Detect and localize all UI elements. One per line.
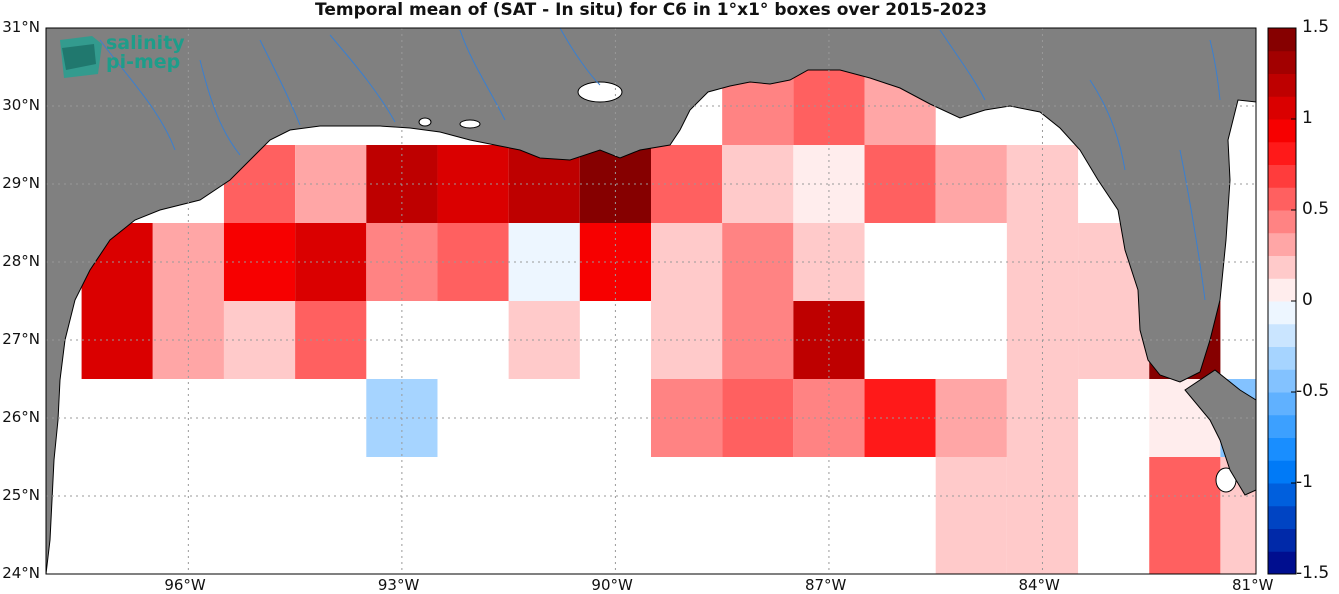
latitude-label: 25°N — [2, 486, 40, 504]
heatmap-cell — [722, 379, 794, 457]
colorbar-segment — [1268, 119, 1296, 143]
heatmap-cell — [722, 301, 794, 379]
longitude-label: 90°W — [591, 576, 633, 594]
colorbar — [1268, 27, 1296, 575]
latitude-label: 29°N — [2, 174, 40, 192]
colorbar-tick-label: -0.5 — [1296, 381, 1330, 401]
longitude-label: 81°W — [1232, 576, 1274, 594]
heatmap-cell — [1006, 535, 1079, 574]
heatmap-cell — [722, 223, 794, 301]
colorbar-segment — [1268, 505, 1296, 529]
colorbar-segment — [1268, 278, 1296, 302]
latitude-label: 30°N — [2, 96, 40, 114]
colorbar-segment — [1268, 73, 1296, 97]
logo-text: salinity pi-mep — [106, 34, 185, 72]
longitude-label: 87°W — [804, 576, 847, 594]
lake-pontchartrain — [577, 81, 623, 103]
heatmap-cell — [223, 301, 296, 379]
heatmap-cell — [651, 223, 723, 301]
heatmap-cell — [651, 379, 723, 457]
map-title: Temporal mean of (SAT - In situ) for C6 … — [315, 0, 987, 20]
rivers — [99, 27, 1221, 301]
colorbar-tick-label: 1.5 — [1302, 17, 1330, 37]
colorbar-tick-label: 0 — [1302, 290, 1313, 310]
heatmap-cell — [295, 145, 367, 223]
colorbar-segment — [1268, 164, 1296, 188]
heatmap-cell — [1149, 457, 1221, 535]
latitude-label: 31°N — [2, 18, 40, 36]
longitude-label: 93°W — [377, 576, 420, 594]
colorbar-segment — [1268, 232, 1296, 256]
heatmap-cell — [651, 301, 723, 379]
colorbar-segment — [1268, 414, 1296, 438]
colorbar-segment — [1268, 528, 1296, 552]
colorbar-tick-label: -1 — [1296, 472, 1313, 492]
colorbar-segment — [1268, 483, 1296, 507]
colorbar-segment — [1268, 301, 1296, 325]
colorbar-frame — [1267, 27, 1297, 575]
colorbar-segment — [1268, 28, 1296, 52]
colorbar-segment — [1268, 210, 1296, 234]
latitude-label: 28°N — [2, 252, 40, 270]
heatmap-cell — [935, 535, 1007, 574]
land-south-florida — [1184, 369, 1257, 496]
colorbar-tick-label: 0.5 — [1302, 199, 1330, 219]
map-frame — [45, 27, 1257, 575]
heatmap-cell — [1220, 535, 1256, 574]
colorbar-tick-label: -1.5 — [1296, 563, 1330, 583]
land-north-coast — [45, 27, 1257, 575]
colorbar-tick-label: 1 — [1302, 108, 1313, 128]
longitude-label: 84°W — [1018, 576, 1060, 594]
colorbar-segment — [1268, 187, 1296, 211]
colorbar-segment — [1268, 50, 1296, 74]
colorbar-segment — [1268, 460, 1296, 484]
heatmap-cell — [223, 223, 296, 301]
colorbar-segment — [1268, 346, 1296, 370]
lake-small-2 — [418, 117, 432, 127]
salinity-pimep-logo — [60, 36, 102, 78]
heatmap-cell — [651, 145, 723, 223]
lake-small — [459, 119, 481, 129]
logo-line2: pi-mep — [106, 51, 181, 73]
colorbar-segment — [1268, 255, 1296, 279]
longitude-label: 96°W — [164, 576, 206, 594]
heatmap-cell — [1149, 535, 1221, 574]
heatmap-cell — [295, 301, 367, 379]
colorbar-segment — [1268, 551, 1296, 575]
latitude-label: 26°N — [2, 408, 40, 426]
heatmap-cell — [1078, 301, 1150, 379]
colorbar-segment — [1268, 392, 1296, 416]
latitude-label: 24°N — [2, 564, 40, 582]
colorbar-segment — [1268, 369, 1296, 393]
colorbar-segment — [1268, 96, 1296, 120]
heatmap-cell — [295, 223, 367, 301]
heatmap-cell — [722, 145, 794, 223]
colorbar-segment — [1268, 141, 1296, 165]
logo-line1: salinity — [106, 32, 185, 54]
colorbar-segment — [1268, 437, 1296, 461]
colorbar-segment — [1268, 323, 1296, 347]
latitude-label: 27°N — [2, 330, 40, 348]
heatmap-cell — [81, 301, 153, 379]
